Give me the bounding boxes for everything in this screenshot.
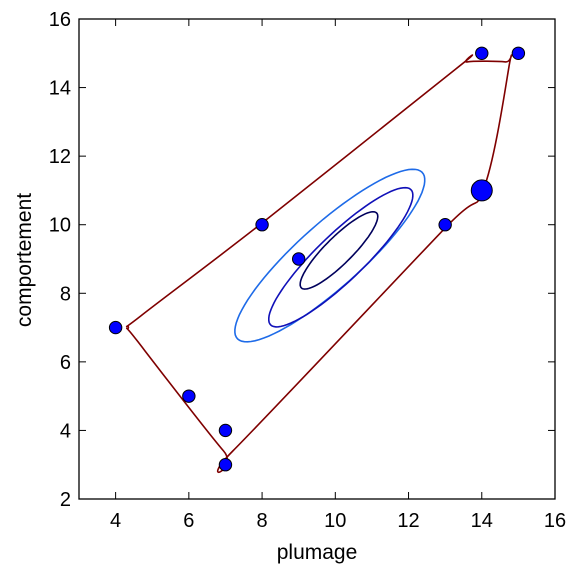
y-tick-label: 6 — [60, 352, 71, 374]
y-axis-label: comportement — [13, 193, 36, 327]
data-point — [511, 46, 526, 60]
data-point — [218, 458, 233, 472]
data-point — [475, 46, 489, 60]
data-point — [218, 423, 233, 438]
density-contour-line — [234, 168, 426, 343]
y-tick-label: 16 — [49, 9, 71, 31]
data-point — [291, 252, 306, 266]
plot-background — [79, 19, 555, 499]
x-tick-label: 6 — [183, 510, 194, 532]
x-axis: 4 6 8 10 12 14 16 — [110, 19, 566, 532]
data-point — [255, 218, 269, 232]
x-axis-label: plumage — [277, 541, 358, 564]
x-tick-label: 8 — [257, 510, 268, 532]
points-layer — [108, 46, 526, 472]
y-tick-label: 14 — [49, 78, 71, 100]
y-tick-label: 8 — [60, 283, 71, 305]
density-contour-line — [299, 211, 379, 290]
x-tick-label: 14 — [471, 510, 493, 532]
data-point — [108, 320, 123, 335]
x-tick-label: 10 — [324, 510, 346, 532]
x-tick-label: 4 — [110, 510, 121, 532]
data-point — [470, 179, 493, 202]
y-tick-label: 10 — [49, 215, 71, 237]
x-tick-label: 12 — [397, 510, 419, 532]
data-point — [182, 389, 196, 403]
y-tick-label: 2 — [60, 489, 71, 511]
plot-frame — [78, 18, 556, 500]
y-axis: 2 4 6 8 10 12 14 16 — [49, 9, 555, 511]
x-tick-label: 16 — [544, 510, 566, 532]
density-contour-line — [268, 186, 414, 328]
y-tick-label: 12 — [49, 146, 71, 168]
y-tick-label: 4 — [60, 420, 71, 442]
data-point — [438, 218, 452, 232]
